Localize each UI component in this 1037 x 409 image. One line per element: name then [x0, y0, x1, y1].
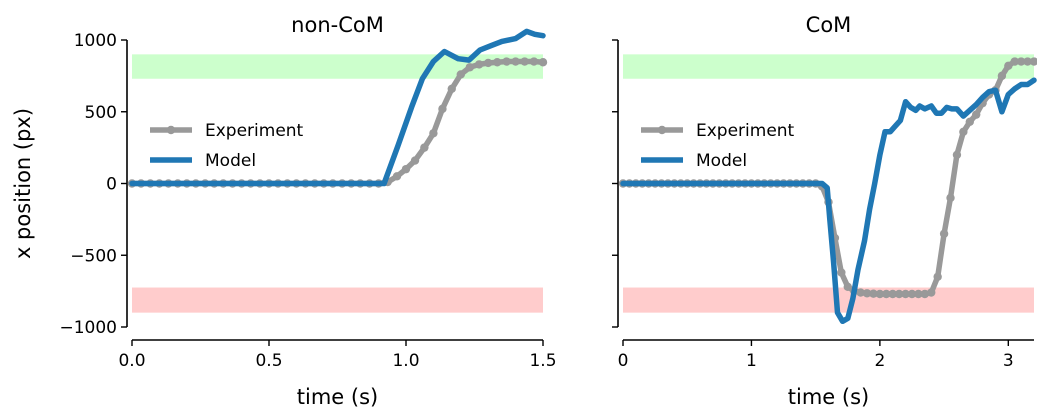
legend-label: Experiment [205, 121, 304, 141]
data-point-experiment [965, 117, 974, 126]
data-point-experiment [456, 70, 465, 79]
x-tick-label: 0.0 [118, 351, 145, 371]
data-point-experiment [888, 289, 897, 299]
data-point-experiment [410, 156, 420, 165]
data-point-experiment [1016, 57, 1026, 66]
target-band-bottom [132, 287, 543, 313]
x-tick-label: 0.5 [255, 351, 282, 371]
x-tick-label: 0 [618, 351, 629, 371]
y-tick-label: −1000 [59, 318, 117, 338]
x-axis-label: time (s) [788, 385, 869, 409]
data-point-experiment [392, 172, 402, 181]
x-tick-label: 2 [874, 351, 885, 371]
data-point-experiment [1029, 57, 1037, 66]
y-axis-label: x position (px) [11, 108, 35, 259]
data-point-experiment [939, 229, 949, 238]
data-point-experiment [447, 84, 456, 93]
data-point-experiment [474, 60, 484, 69]
x-tick-label: 1 [746, 351, 757, 371]
data-point-experiment [907, 289, 917, 299]
x-axis-label: time (s) [297, 385, 378, 409]
legend-marker [657, 125, 667, 135]
data-point-experiment [529, 57, 539, 66]
data-point-experiment [465, 63, 475, 72]
data-point-experiment [401, 164, 411, 174]
data-point-experiment [420, 143, 429, 152]
series-line-experiment [129, 58, 546, 187]
data-point-experiment [429, 129, 438, 138]
x-tick-label: 3 [1003, 351, 1014, 371]
data-point-experiment [856, 288, 865, 297]
panel-title: non-CoM [291, 13, 384, 37]
data-point-experiment [920, 289, 930, 299]
data-point-experiment [914, 289, 923, 299]
y-tick-label: −500 [70, 246, 117, 266]
target-band-top [623, 54, 1034, 79]
series-line-model [129, 28, 546, 187]
data-point-experiment [484, 58, 493, 68]
data-point-experiment [511, 57, 520, 66]
series-line-experiment [620, 58, 1037, 297]
data-point-experiment [901, 289, 910, 299]
data-point-experiment [1004, 61, 1013, 71]
data-point-experiment [502, 57, 511, 66]
data-point-experiment [946, 193, 955, 203]
legend-label: Model [205, 151, 256, 171]
data-point-experiment [997, 71, 1007, 81]
legend-marker [166, 125, 176, 135]
legend-label: Experiment [696, 121, 795, 141]
data-point-experiment [493, 58, 502, 67]
data-point-experiment [438, 104, 447, 114]
legend-label: Model [696, 151, 747, 171]
data-point-experiment [875, 289, 885, 299]
data-point-experiment [1010, 57, 1019, 66]
data-point-experiment [952, 150, 962, 159]
y-tick-label: 1000 [74, 31, 117, 51]
data-point-experiment [927, 288, 936, 297]
data-point-experiment [959, 127, 968, 137]
data-point-experiment [933, 272, 942, 281]
x-tick-label: 1.5 [529, 351, 556, 371]
series-line-model [620, 77, 1037, 325]
data-point-experiment [837, 268, 846, 277]
data-point-experiment [882, 289, 891, 299]
data-point-experiment [520, 57, 529, 66]
x-tick-label: 1.0 [392, 351, 419, 371]
data-point-experiment [843, 282, 852, 292]
target-band-bottom [623, 287, 1034, 313]
data-point-experiment [894, 289, 904, 299]
y-tick-label: 0 [106, 175, 117, 195]
data-point-experiment [972, 110, 981, 119]
legend: Experiment Model [150, 121, 304, 171]
panel-title: CoM [806, 13, 852, 37]
data-point-experiment [862, 289, 872, 298]
data-point-experiment [538, 58, 548, 67]
panel-com: 0 1 2 3 Experiment Model CoM time (s) [612, 13, 1037, 409]
data-point-experiment [1023, 57, 1032, 66]
y-tick-label: 500 [85, 103, 117, 123]
data-point-experiment [869, 289, 878, 298]
legend: Experiment Model [641, 121, 795, 171]
